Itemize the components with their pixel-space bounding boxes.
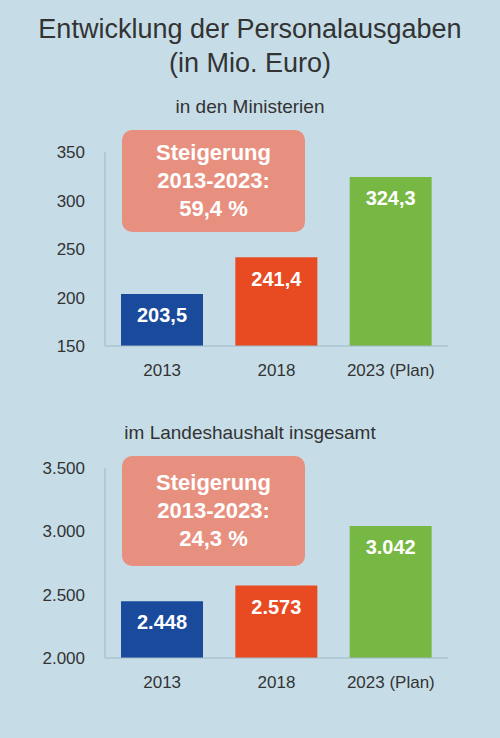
svg-text:2018: 2018: [258, 361, 296, 380]
svg-text:350: 350: [57, 143, 85, 162]
svg-text:241,4: 241,4: [251, 268, 302, 290]
svg-text:203,5: 203,5: [137, 304, 187, 326]
svg-text:3.042: 3.042: [366, 536, 416, 558]
html-text:im Landeshaushalt insgesamt: im Landeshaushalt insgesamt: [124, 422, 376, 443]
svg-text:324,3: 324,3: [366, 187, 416, 209]
svg-text:3.000: 3.000: [42, 522, 85, 541]
html-text:2013-2023:: 2013-2023:: [157, 168, 270, 193]
svg-text:2023 (Plan): 2023 (Plan): [347, 361, 435, 380]
svg-text:2023 (Plan): 2023 (Plan): [347, 673, 435, 692]
svg-text:3.500: 3.500: [42, 459, 85, 478]
html-text:2013-2023:: 2013-2023:: [157, 498, 270, 523]
svg-text:2013: 2013: [143, 673, 181, 692]
svg-text:2018: 2018: [258, 673, 296, 692]
html-text:59,4 %: 59,4 %: [179, 196, 248, 221]
html-text:24,3 %: 24,3 %: [179, 526, 248, 551]
svg-text:300: 300: [57, 192, 85, 211]
svg-text:2013: 2013: [143, 361, 181, 380]
html-text:Steigerung: Steigerung: [156, 140, 271, 165]
svg-text:2.448: 2.448: [137, 611, 187, 633]
html-text:in den Ministerien: in den Ministerien: [175, 96, 325, 117]
html-text:Entwicklung der Personalausgab: Entwicklung der Personalausgaben (in Mio…: [38, 14, 462, 78]
svg-text:2.500: 2.500: [42, 586, 85, 605]
html-text:Steigerung: Steigerung: [156, 470, 271, 495]
svg-text:150: 150: [57, 337, 85, 356]
svg-text:200: 200: [57, 289, 85, 308]
svg-text:2.573: 2.573: [251, 596, 301, 618]
svg-text:2.000: 2.000: [42, 649, 85, 668]
svg-text:250: 250: [57, 240, 85, 259]
